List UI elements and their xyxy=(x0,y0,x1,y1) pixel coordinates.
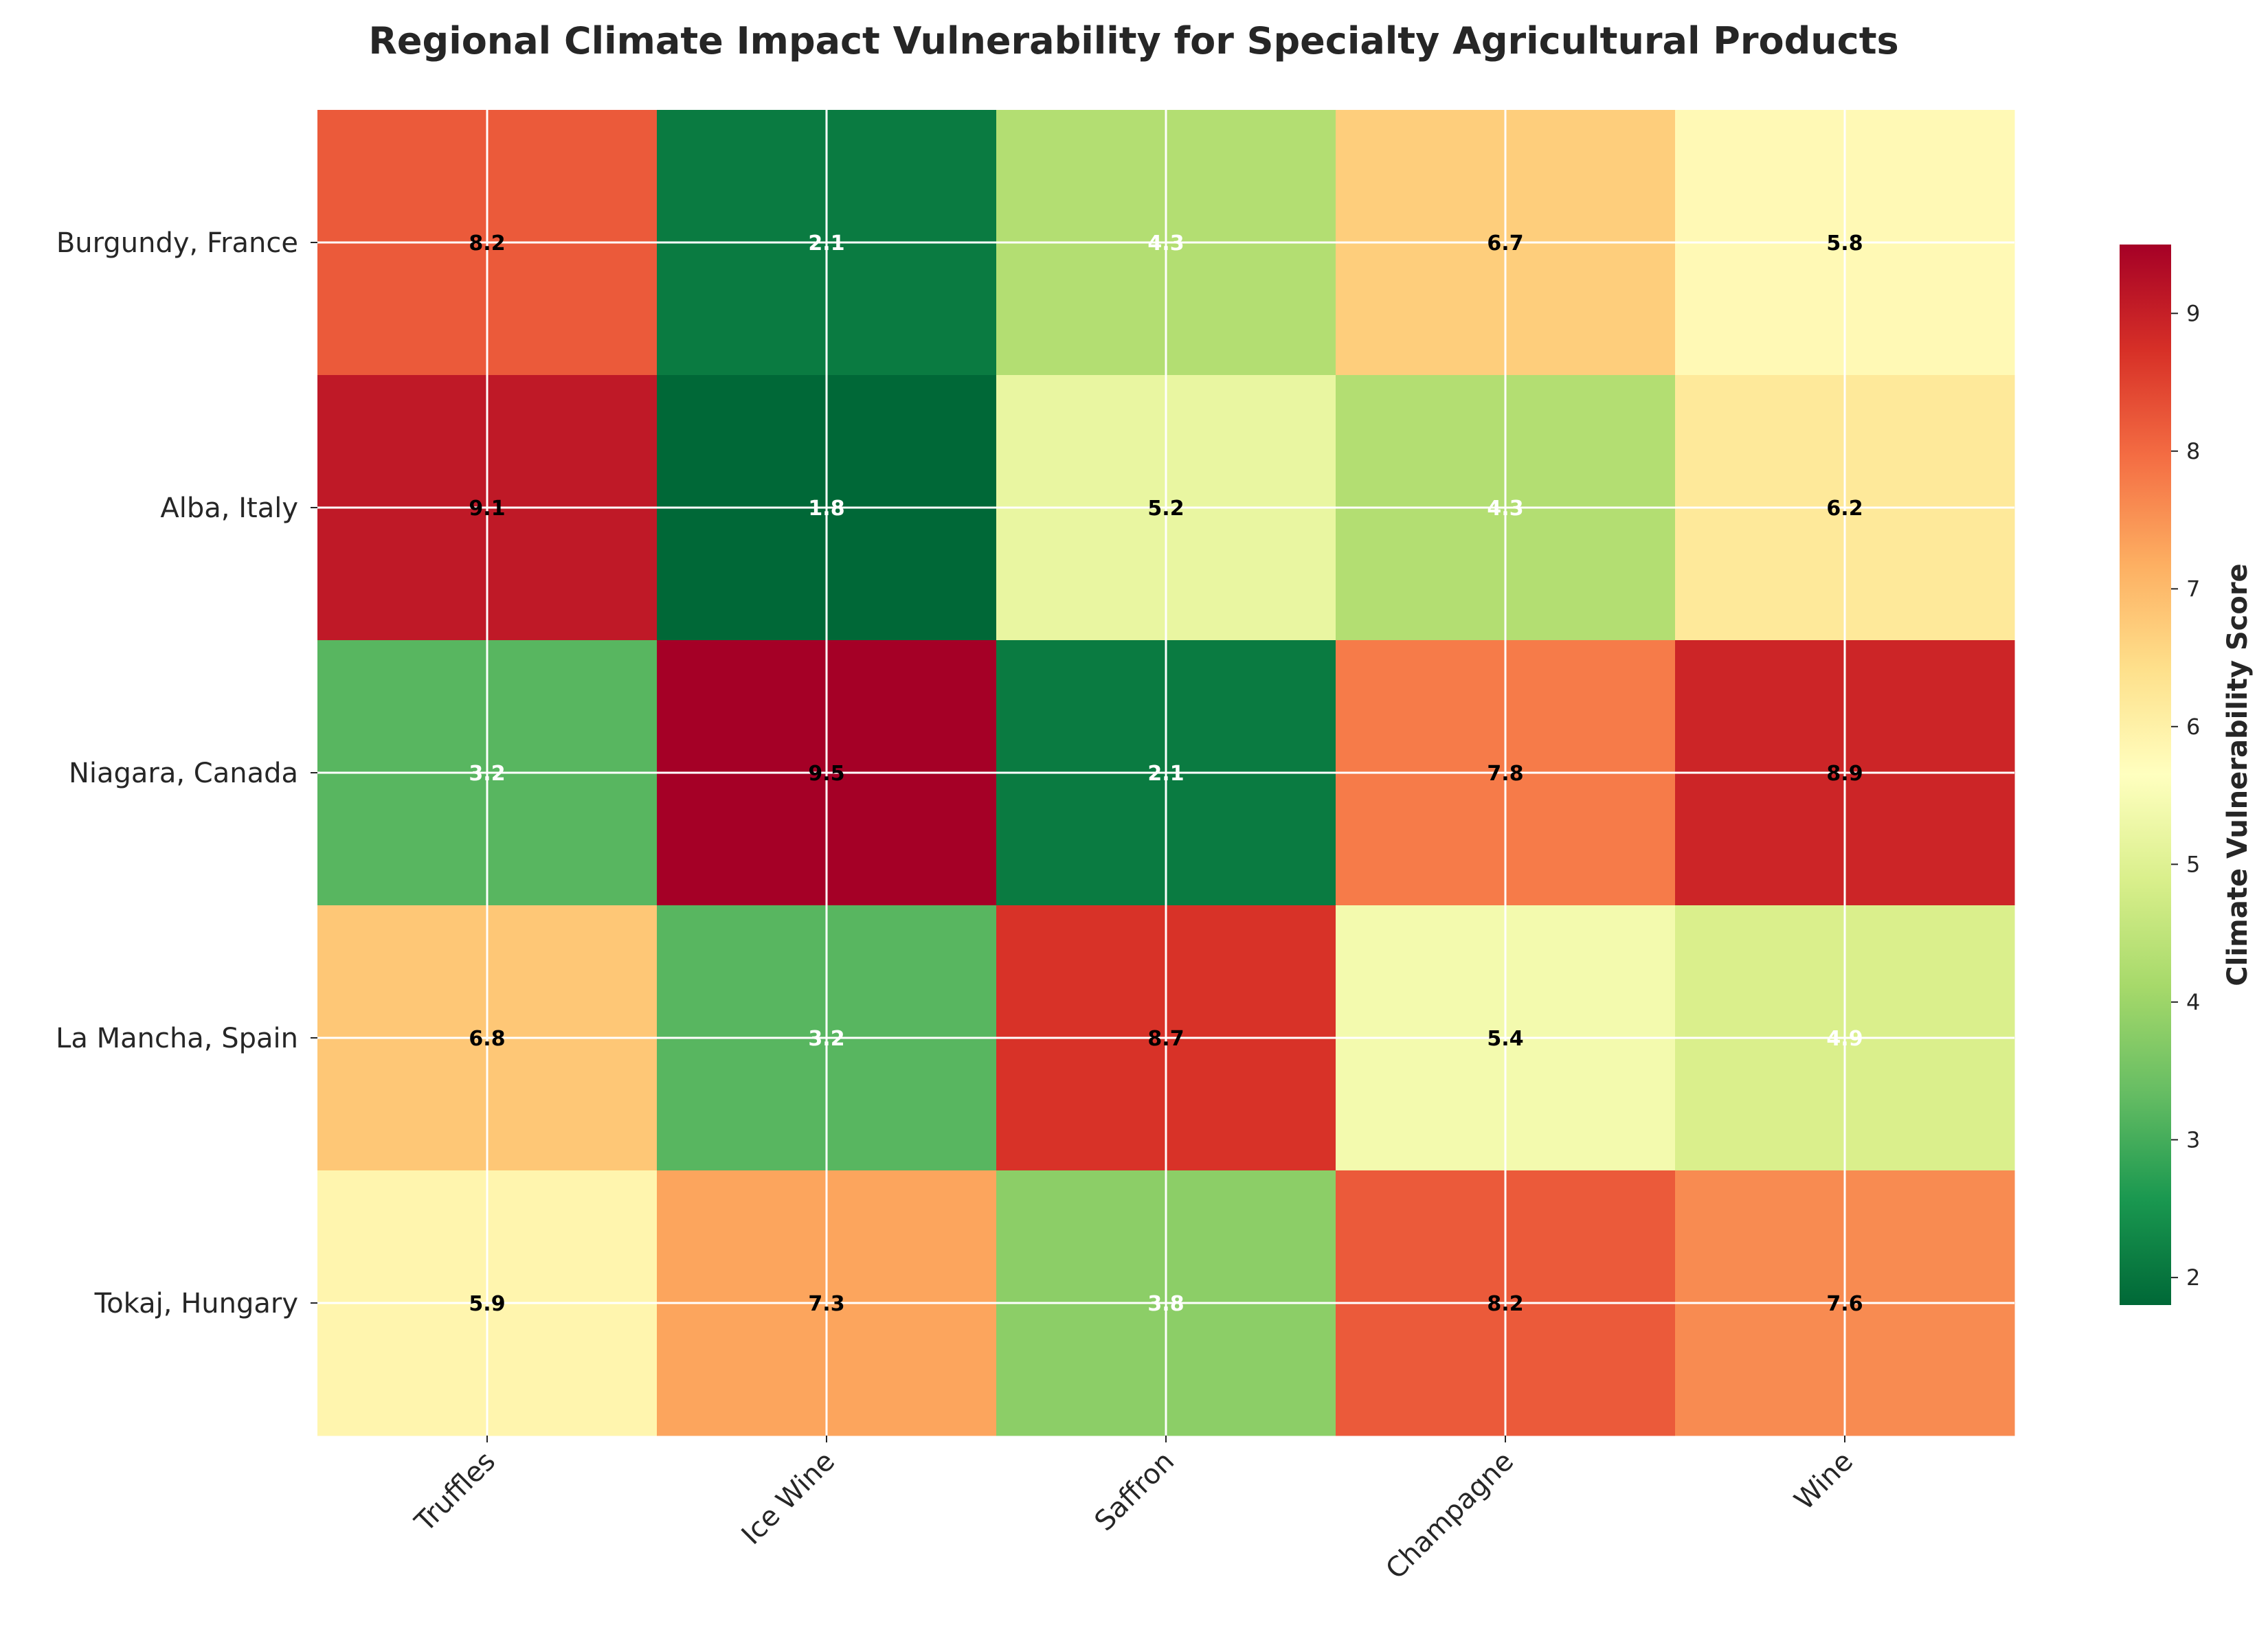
row-label: Tokaj, Hungary xyxy=(94,1288,298,1319)
column-label: Champagne xyxy=(1380,1446,1520,1586)
cell-value-label: 2.1 xyxy=(1147,762,1184,786)
row-labels: Burgundy, France Alba, Italy Niagara, Cana… xyxy=(56,227,317,1319)
cell-value-label: 9.5 xyxy=(808,762,844,786)
colorbar-tick-label: 9 xyxy=(2186,300,2200,326)
colorbar-tick-label: 8 xyxy=(2186,438,2200,464)
colorbar-tick-label: 6 xyxy=(2186,714,2200,740)
cell-value-label: 8.9 xyxy=(1826,762,1863,786)
cell-value-label: 7.6 xyxy=(1826,1292,1863,1316)
colorbar-tick-label: 3 xyxy=(2186,1126,2200,1153)
colorbar-tick-label: 7 xyxy=(2186,576,2200,602)
cell-value-label: 4.3 xyxy=(1147,231,1184,256)
cell-value-label: 7.3 xyxy=(808,1292,844,1316)
column-labels: Truffles Ice Wine Saffron Champagne Wine xyxy=(409,1436,1859,1585)
cell-value-label: 8.7 xyxy=(1147,1027,1184,1051)
grid-lines xyxy=(317,110,2014,1436)
cell-value-label: 8.2 xyxy=(469,231,505,256)
row-label: Niagara, Canada xyxy=(69,758,298,789)
row-label: Alba, Italy xyxy=(160,492,298,524)
cell-value-label: 3.2 xyxy=(808,1027,844,1051)
cell-value-label: 8.2 xyxy=(1487,1292,1523,1316)
cell-value-label: 5.4 xyxy=(1487,1027,1523,1051)
column-label: Truffles xyxy=(409,1446,502,1539)
cell-value-label: 2.1 xyxy=(808,231,844,256)
cell-value-label: 5.8 xyxy=(1826,231,1863,256)
colorbar-tick-label: 4 xyxy=(2186,989,2200,1015)
row-label: Burgundy, France xyxy=(56,227,298,259)
cell-value-label: 5.2 xyxy=(1147,497,1184,521)
column-label: Ice Wine xyxy=(736,1446,841,1551)
cell-value-label: 3.2 xyxy=(469,762,505,786)
column-label: Saffron xyxy=(1089,1446,1181,1538)
colorbar: 2 3 4 5 6 7 8 9 Climate Vulnerability Score xyxy=(2120,245,2254,1305)
cell-value-labels: 8.2 2.1 4.3 6.7 5.8 9.1 1.8 5.2 4.3 6.2 3.2 9.5 2.1 7… xyxy=(469,231,1863,1316)
cell-value-label: 6.2 xyxy=(1826,497,1863,521)
cell-value-label: 9.1 xyxy=(469,497,505,521)
cell-value-label: 7.8 xyxy=(1487,762,1523,786)
colorbar-tick-label: 5 xyxy=(2186,851,2200,877)
colorbar-gradient xyxy=(2120,245,2171,1305)
row-label: La Mancha, Spain xyxy=(56,1023,298,1054)
colorbar-label: Climate Vulnerability Score xyxy=(2222,563,2254,986)
cell-value-label: 6.7 xyxy=(1487,231,1523,256)
cell-value-label: 4.9 xyxy=(1826,1027,1863,1051)
colorbar-tick-label: 2 xyxy=(2186,1265,2200,1291)
cell-value-label: 1.8 xyxy=(808,497,844,521)
colorbar-ticks: 2 3 4 5 6 7 8 9 xyxy=(2171,300,2200,1291)
chart-title: Regional Climate Impact Vulnerability fo… xyxy=(368,19,1898,63)
cell-value-label: 6.8 xyxy=(469,1027,505,1051)
cell-value-label: 3.8 xyxy=(1147,1292,1184,1316)
cell-value-label: 4.3 xyxy=(1487,497,1523,521)
cell-value-label: 5.9 xyxy=(469,1292,505,1316)
column-label: Wine xyxy=(1788,1446,1859,1517)
